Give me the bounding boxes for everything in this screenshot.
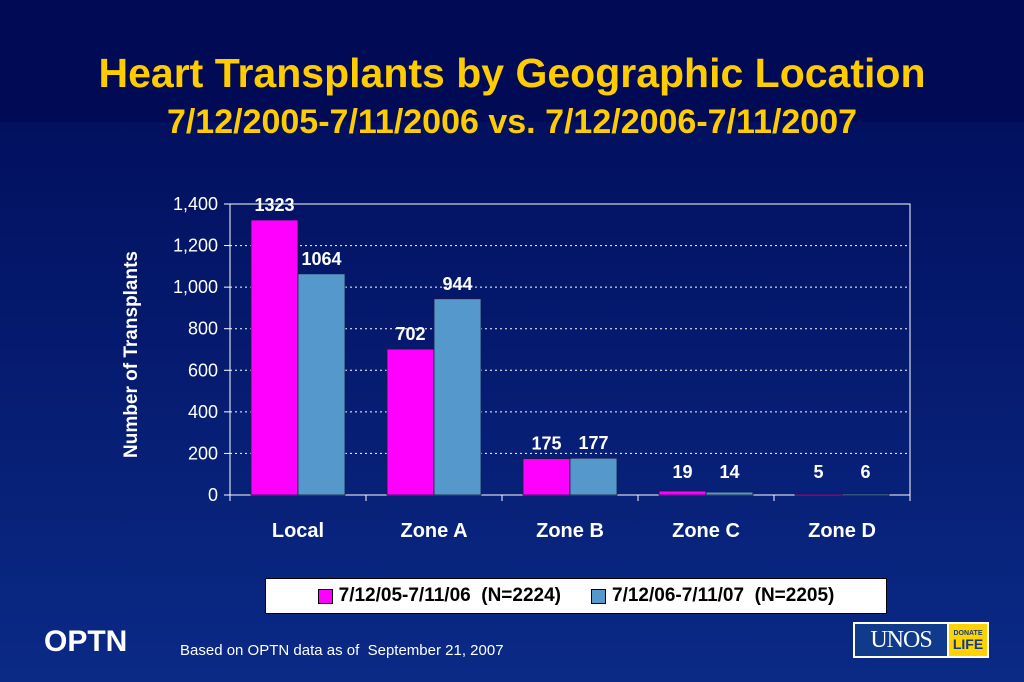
bar-local-series1	[250, 219, 299, 496]
bar-zone-c-series1	[658, 490, 707, 496]
x-tick-label: Local	[272, 520, 324, 542]
legend-item-series1: 7/12/05-7/11/06 (N=2224)	[317, 585, 561, 607]
page-subtitle: 7/12/2005-7/11/2006 vs. 7/12/2006-7/11/2…	[166, 103, 858, 141]
y-tick-label: 400	[188, 402, 218, 422]
legend-label-series1: 7/12/05-7/11/06 (N=2224)	[338, 585, 561, 606]
donate-life-top: DONATE	[953, 629, 983, 637]
x-tick-label: Zone D	[808, 520, 876, 542]
x-tick-label: Zone B	[536, 520, 604, 542]
y-tick-label: 1,200	[173, 236, 218, 256]
bar-zone-b-series2	[569, 457, 618, 496]
bar-local-series2	[297, 273, 346, 496]
data-label: 702	[395, 324, 425, 344]
bar-zone-d-series2	[841, 493, 890, 496]
x-tick-label: Zone C	[672, 520, 740, 542]
data-label: 944	[442, 274, 472, 294]
data-label: 6	[860, 462, 870, 482]
y-axis-label: Number of Transplants	[121, 251, 142, 458]
bar-zone-a-series2	[433, 298, 482, 496]
bar-zone-c-series2	[705, 491, 754, 496]
legend-swatch-series2	[591, 588, 606, 604]
optn-brand: OPTN	[44, 625, 128, 658]
data-label: 1323	[254, 195, 294, 215]
data-label: 5	[813, 462, 823, 482]
y-tick-label: 800	[188, 319, 218, 339]
header-band	[0, 0, 1024, 122]
bar-zone-d-series1	[794, 493, 843, 496]
x-tick-label: Zone A	[400, 520, 467, 542]
legend-item-series2: 7/12/06-7/11/07 (N=2205)	[591, 585, 834, 607]
y-tick-label: 600	[188, 360, 218, 380]
bar-zone-b-series1	[522, 458, 571, 496]
data-label: 19	[672, 462, 692, 482]
page-title: Heart Transplants by Geographic Location	[98, 50, 926, 96]
data-label: 14	[719, 462, 739, 482]
unos-logo-text: UNOS	[855, 624, 949, 656]
unos-logo: UNOS DONATE LIFE	[853, 622, 989, 658]
legend-swatch-series1	[317, 588, 333, 604]
legend-label-series2: 7/12/06-7/11/07 (N=2205)	[612, 585, 835, 606]
data-label: 175	[531, 434, 561, 454]
donate-life-badge: DONATE LIFE	[949, 624, 987, 656]
bar-zone-a-series1	[386, 348, 435, 496]
y-tick-label: 0	[208, 485, 218, 505]
y-tick-label: 1,000	[173, 277, 218, 297]
donate-life-bottom: LIFE	[952, 635, 984, 652]
data-label: 177	[578, 433, 608, 453]
y-tick-label: 200	[188, 443, 218, 463]
data-source-note: Based on OPTN data as of September 21, 2…	[180, 642, 504, 659]
y-tick-label: 1,400	[173, 194, 218, 214]
chart-legend: 7/12/05-7/11/06 (N=2224) 7/12/06-7/11/07…	[265, 578, 887, 614]
data-label: 1064	[301, 249, 341, 269]
